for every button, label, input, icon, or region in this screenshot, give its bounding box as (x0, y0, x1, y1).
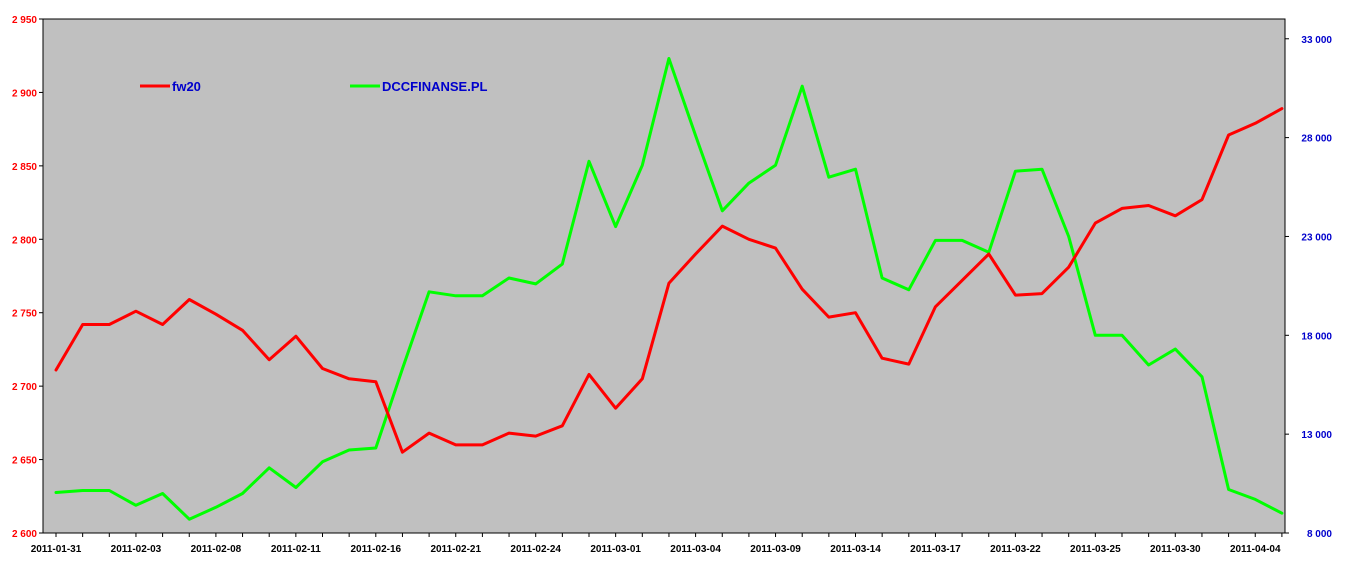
x-tick-label: 2011-03-09 (750, 544, 801, 555)
x-tick-label: 2011-03-22 (990, 544, 1041, 555)
right-tick-label: 18 000 (1301, 331, 1332, 342)
left-tick-label: 2 950 (12, 15, 37, 26)
x-tick-label: 2011-02-11 (271, 544, 321, 555)
x-tick-label: 2011-03-14 (830, 544, 881, 555)
right-axis: 8 000 13 000 18 000 23 000 28 000 33 000 (1285, 35, 1332, 540)
x-tick-label: 2011-02-08 (191, 544, 242, 555)
x-tick-label: 2011-02-24 (510, 544, 561, 555)
x-tick-label: 2011-02-21 (430, 544, 481, 555)
x-tick-label: 2011-03-25 (1070, 544, 1121, 555)
x-tick-label: 2011-02-16 (350, 544, 401, 555)
left-tick-label: 2 750 (12, 309, 37, 320)
x-tick-label: 2011-03-30 (1150, 544, 1201, 555)
series-line-fw20 (54, 107, 1284, 454)
left-axis: 2 600 2 650 2 700 2 750 2 800 2 850 2 900 2 950 (12, 15, 43, 540)
legend-label-fw20: fw20 (172, 79, 201, 94)
right-tick-label: 23 000 (1301, 232, 1332, 243)
x-axis: 2011-01-31 2011-02-03 2011-02-08 2011-02-11… (31, 533, 1283, 555)
left-tick-label: 2 600 (12, 529, 37, 540)
x-tick-label: 2011-04-04 (1230, 544, 1281, 555)
x-tick-label: 2011-03-17 (910, 544, 961, 555)
series-layer (54, 57, 1284, 521)
legend: fw20 DCCFINANSE.PL (140, 79, 488, 94)
left-tick-label: 2 800 (12, 235, 37, 246)
left-tick-label: 2 650 (12, 456, 37, 467)
legend-label-dccfinanse: DCCFINANSE.PL (382, 79, 488, 94)
right-tick-label: 33 000 (1301, 35, 1332, 46)
series-line-dccfinanse-pl (54, 57, 1284, 521)
left-tick-label: 2 850 (12, 162, 37, 173)
left-tick-label: 2 700 (12, 382, 37, 393)
x-tick-label: 2011-03-01 (590, 544, 641, 555)
x-tick-label: 2011-03-04 (670, 544, 721, 555)
x-tick-label: 2011-01-31 (31, 544, 82, 555)
right-tick-label: 13 000 (1301, 430, 1332, 441)
x-tick-label: 2011-02-03 (111, 544, 162, 555)
right-tick-label: 28 000 (1301, 134, 1332, 145)
right-tick-label: 8 000 (1307, 529, 1332, 540)
left-tick-label: 2 900 (12, 88, 37, 99)
plot-area (42, 18, 1286, 534)
